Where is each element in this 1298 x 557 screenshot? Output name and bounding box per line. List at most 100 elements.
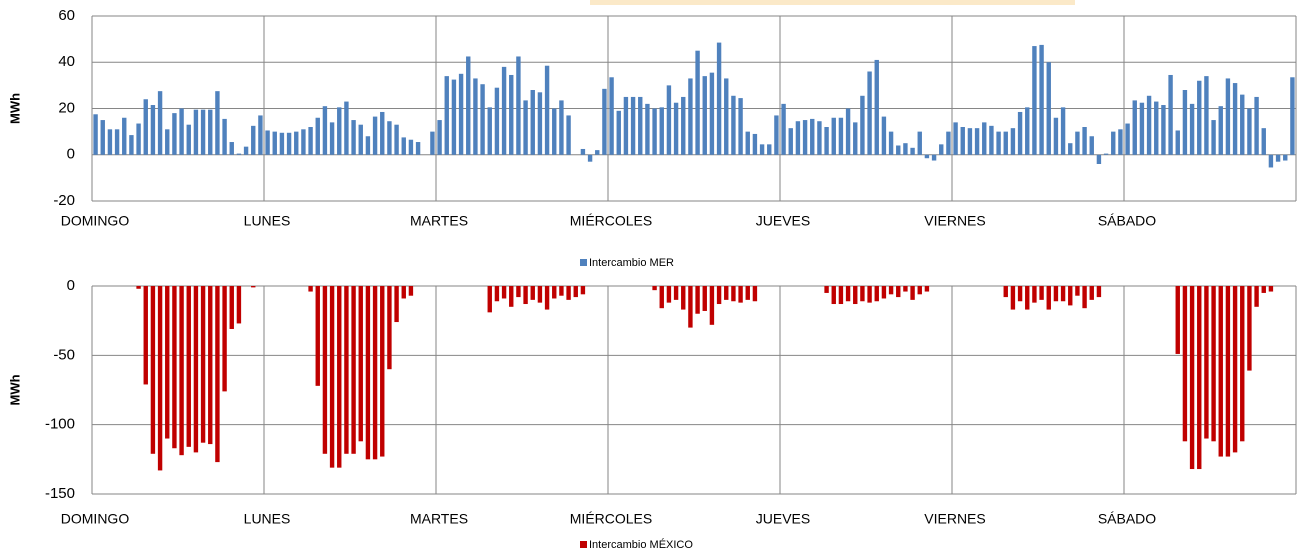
bar [1261, 128, 1266, 155]
bar [738, 98, 743, 155]
bar [867, 71, 872, 155]
bar [150, 105, 156, 155]
bar [372, 116, 378, 155]
bar [666, 85, 672, 155]
bar [867, 286, 872, 303]
bar [1232, 83, 1238, 155]
bar [695, 286, 700, 314]
bar [236, 153, 242, 155]
x-tick-label: DOMINGO [61, 213, 130, 229]
bar [1225, 286, 1231, 457]
bar [351, 286, 356, 454]
bar [566, 115, 571, 155]
bar [294, 131, 299, 155]
x-tick-label: SÁBADO [1098, 213, 1156, 229]
bar [172, 286, 177, 449]
bar [580, 286, 586, 295]
bar [501, 66, 507, 155]
bar [838, 286, 844, 305]
bar [544, 65, 550, 155]
bar [745, 286, 750, 300]
bar [874, 59, 879, 155]
bar [724, 286, 729, 300]
bar [1025, 107, 1030, 155]
bar [1089, 286, 1094, 300]
bar [1017, 286, 1023, 302]
bar [165, 286, 170, 439]
bar [709, 286, 715, 325]
bar [509, 286, 514, 307]
bar [903, 286, 908, 292]
bar [315, 117, 320, 155]
bar [580, 148, 586, 155]
legend-swatch [580, 259, 587, 266]
bar [1082, 127, 1087, 155]
bar [888, 131, 894, 155]
bar [466, 56, 471, 155]
bar [1197, 286, 1202, 470]
bar [401, 286, 406, 299]
bar [559, 286, 564, 296]
bar [673, 102, 679, 155]
bar [817, 121, 822, 155]
bar [881, 116, 887, 155]
y-tick-label: 60 [58, 7, 75, 24]
y-tick-label: 40 [58, 53, 75, 70]
bar [1175, 286, 1180, 354]
bar [251, 125, 256, 155]
bar [1275, 154, 1281, 162]
bar [853, 122, 858, 155]
bar [129, 135, 134, 155]
bar [845, 286, 851, 302]
bar [1111, 131, 1116, 155]
bar [802, 120, 808, 155]
bar [1154, 101, 1159, 155]
bar [415, 142, 421, 155]
bar [394, 286, 399, 323]
x-tick-label: MIÉRCOLES [570, 213, 652, 229]
bar [1197, 80, 1202, 155]
bar [193, 286, 199, 453]
bar [896, 286, 901, 298]
bar [559, 100, 564, 155]
bar [1189, 286, 1195, 470]
bar [1125, 123, 1130, 155]
y-axis-label: MWh [7, 374, 22, 405]
bar [143, 99, 148, 155]
bar [394, 124, 399, 155]
x-tick-label: VIERNES [924, 213, 985, 229]
bar [702, 286, 707, 311]
bar [444, 76, 449, 155]
bar [1182, 90, 1188, 155]
bar [358, 286, 363, 442]
bar [666, 286, 672, 303]
bar [308, 286, 313, 292]
bar [365, 136, 371, 155]
bar [1161, 105, 1166, 155]
bar [150, 286, 156, 454]
bar [258, 115, 263, 155]
bar [229, 142, 234, 155]
bar [1211, 120, 1216, 155]
bar [516, 56, 521, 155]
bar [982, 122, 987, 155]
bar [688, 78, 693, 155]
bar [322, 286, 328, 454]
bar [286, 132, 292, 155]
bar [910, 286, 915, 300]
bar [208, 109, 213, 155]
bar [924, 286, 930, 292]
bar [337, 107, 342, 155]
bar [573, 286, 578, 298]
bar [953, 122, 958, 155]
bar [501, 286, 507, 299]
bar [1232, 286, 1238, 453]
bar [745, 131, 750, 155]
bar [136, 286, 141, 289]
bar [523, 286, 528, 305]
bar [222, 118, 227, 155]
bar [408, 139, 414, 155]
bar [1247, 108, 1252, 155]
y-tick-label: 0 [67, 277, 75, 294]
bar [229, 286, 234, 329]
